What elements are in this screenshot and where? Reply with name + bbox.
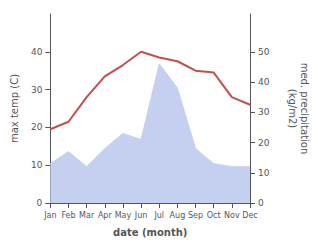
svg-text:40: 40 — [258, 77, 270, 87]
svg-text:10: 10 — [258, 168, 270, 178]
svg-text:Sep: Sep — [188, 211, 203, 220]
svg-text:Feb: Feb — [61, 211, 75, 220]
svg-text:0: 0 — [258, 198, 264, 208]
svg-text:date (month): date (month) — [113, 227, 187, 238]
svg-text:0: 0 — [37, 198, 43, 208]
svg-text:Dec: Dec — [242, 211, 257, 220]
svg-text:max temp (C): max temp (C) — [9, 74, 20, 143]
svg-text:Apr: Apr — [98, 211, 113, 220]
svg-text:30: 30 — [31, 85, 43, 95]
svg-text:(kg/m2): (kg/m2) — [287, 89, 298, 129]
svg-text:20: 20 — [258, 138, 270, 148]
svg-text:Jul: Jul — [153, 211, 164, 220]
svg-text:10: 10 — [31, 160, 43, 170]
svg-text:40: 40 — [31, 47, 43, 57]
svg-text:Nov: Nov — [224, 211, 240, 220]
svg-text:Mar: Mar — [79, 211, 95, 220]
svg-text:20: 20 — [31, 122, 43, 132]
svg-text:Jan: Jan — [43, 211, 56, 220]
svg-text:Jun: Jun — [134, 211, 148, 220]
svg-text:Oct: Oct — [207, 211, 221, 220]
svg-text:50: 50 — [258, 47, 270, 57]
svg-text:30: 30 — [258, 107, 270, 117]
svg-text:med. precipitation: med. precipitation — [299, 63, 310, 155]
svg-text:Aug: Aug — [170, 211, 186, 220]
svg-text:May: May — [115, 211, 132, 220]
